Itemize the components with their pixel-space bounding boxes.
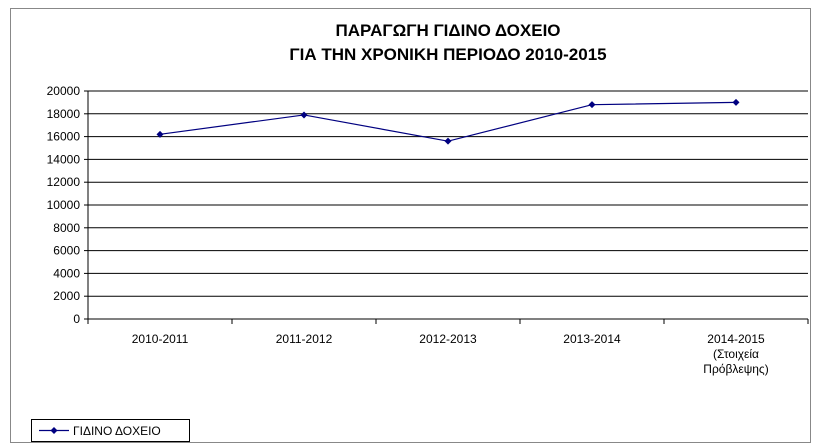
x-tick-label: 2010-2011 [132,332,189,346]
legend-box [31,419,190,442]
marker [300,111,308,119]
marker [588,101,596,109]
y-tick-label: 4000 [53,266,80,280]
legend-marker [50,427,58,434]
x-tick-label: 2011-2012 [276,332,333,346]
y-tick-label: 14000 [47,152,81,166]
x-tick-label: 2012-2013 [419,332,477,346]
y-tick-label: 18000 [47,107,81,121]
marker [732,98,740,106]
y-tick-label: 8000 [53,221,80,235]
legend-label: ΓΙΔΙΝΟ ΔΟΧΕΙΟ [73,424,161,438]
y-tick-label: 16000 [47,130,81,144]
y-tick-label: 6000 [53,244,80,258]
y-tick-label: 0 [73,312,80,326]
y-tick-label: 10000 [47,198,81,212]
chart-title: ΓΙΑ ΤΗΝ ΧΡΟΝΙΚΗ ΠΕΡΙΟΔΟ 2010-2015 [289,45,606,64]
chart-border [10,8,811,443]
y-tick-label: 2000 [53,289,80,303]
x-tick-label: 2013-2014 [563,332,621,346]
y-tick-label: 12000 [47,175,81,189]
chart-title: ΠΑΡΑΓΩΓΗ ΓΙΔΙΝΟ ΔΟΧΕΙΟ [335,21,560,40]
x-tick-label: 2014-2015 (Στοιχεία Πρόβλεψης) [703,332,768,376]
y-tick-label: 20000 [47,84,81,98]
marker [444,137,452,145]
marker [156,130,164,138]
